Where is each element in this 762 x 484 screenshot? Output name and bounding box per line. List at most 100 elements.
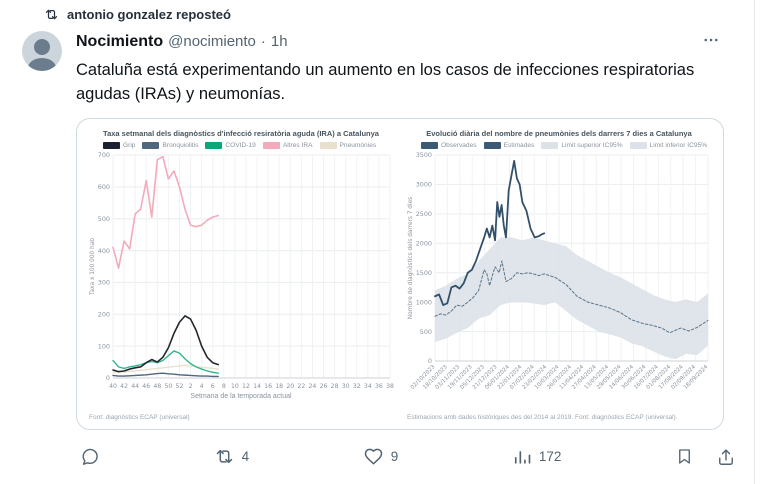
legend-item: Altres IRA [262,142,313,149]
legend-label: Altres IRA [282,142,313,149]
legend-label: Limit inferior IC95% [649,142,708,149]
svg-text:300: 300 [98,279,110,287]
legend-swatch [103,142,120,149]
column-divider [754,0,755,484]
svg-text:Taxa x 100 000 hab: Taxa x 100 000 hab [90,238,96,296]
like-button[interactable]: 9 [363,446,399,467]
repost-icon [44,7,59,22]
retweet-icon [216,449,232,464]
repost-count: 4 [241,449,250,464]
legend-item: Bronquiolitis [142,142,198,149]
author-row: Nocimiento @nocimiento · 1h [76,33,288,51]
reply-icon [82,448,98,465]
legend-swatch [541,142,559,149]
legend-item: Limit superior IC95% [541,142,623,149]
legend-label: Estimades [503,142,535,149]
svg-text:16: 16 [264,383,272,390]
svg-text:46: 46 [142,383,150,390]
author-name[interactable]: Nocimiento [76,33,164,50]
media-card[interactable]: Taxa setmanal dels diagnòstics d'infecci… [76,118,724,430]
more-icon [704,38,718,42]
svg-text:44: 44 [131,383,139,390]
avatar[interactable] [22,31,62,71]
repost-banner-text: antonio gonzalez reposteó [67,7,231,22]
like-count: 9 [390,449,399,464]
chart-right-footer: Estimacions amb dades històriques des de… [407,414,678,421]
analytics-bars-icon [514,450,531,464]
repost-banner[interactable]: antonio gonzalez reposteó [44,7,231,22]
svg-text:12: 12 [242,383,250,390]
reply-button[interactable] [80,447,100,467]
share-icon [719,448,733,465]
more-button[interactable] [698,30,724,50]
svg-text:200: 200 [98,310,110,318]
legend-label: Pneumònies [339,142,377,149]
legend-item: Estimades [483,142,535,149]
svg-text:6: 6 [211,383,215,390]
legend-swatch [319,142,337,149]
svg-text:100: 100 [98,342,110,350]
chart-left-legend: Grip Bronquiolitis COVID-19 Altres IRA Pneum… [103,142,395,149]
timestamp[interactable]: 1h [270,33,288,50]
svg-text:50: 50 [164,383,172,390]
svg-text:3000: 3000 [416,181,432,189]
legend-label: Limit superior IC95% [561,142,623,149]
svg-text:2500: 2500 [416,210,432,218]
svg-text:3500: 3500 [416,151,432,159]
views-button[interactable]: 172 [512,447,561,467]
svg-text:22: 22 [297,383,305,390]
legend-swatch [629,142,647,149]
legend-item: COVID-19 [205,142,256,149]
action-bar: 4 9 172 [80,446,736,467]
legend-item: Limit inferior IC95% [629,142,708,149]
bookmark-button[interactable] [675,447,694,466]
svg-text:500: 500 [98,215,110,223]
legend-swatch [142,142,160,149]
tweet-text: Cataluña está experimentando un aumento … [76,61,695,103]
chart-right: Evolució diària del nombre de pneumònies… [405,127,713,421]
action-right-group [675,447,736,467]
author-handle[interactable]: @nocimiento [168,33,256,50]
chart-right-legend: Observades Estimades Limit superior IC95% L… [421,142,713,149]
svg-text:400: 400 [98,247,110,255]
legend-item: Pneumònies [319,142,377,149]
legend-swatch [421,142,438,149]
svg-text:24: 24 [309,383,317,390]
legend-label: Bronquiolitis [162,142,199,149]
svg-text:700: 700 [98,151,110,159]
svg-text:26: 26 [320,383,328,390]
svg-text:0: 0 [106,374,110,382]
legend-label: Observades [441,142,477,149]
svg-text:8: 8 [222,383,226,390]
svg-text:2: 2 [189,383,193,390]
chart-left: Taxa setmanal dels diagnòstics d'infecci… [87,127,395,421]
dot-separator: · [260,33,266,50]
chart-right-canvas: 050010001500200025003000350002/10/202318… [407,151,710,391]
svg-text:28: 28 [331,383,339,390]
legend-swatch [262,142,280,149]
legend-swatch [483,142,501,149]
chart-left-footer: Font: diagnòstics ECAP (universal) [89,414,190,421]
svg-text:2000: 2000 [416,239,432,247]
bookmark-icon [679,449,690,464]
svg-text:1500: 1500 [416,269,432,277]
svg-text:Nombre de diagnòstics dels dar: Nombre de diagnòstics dels darrers 7 die… [407,197,414,319]
svg-text:500: 500 [420,328,432,336]
repost-button[interactable]: 4 [214,446,250,467]
legend-item: Observades [421,142,477,149]
share-button[interactable] [716,447,736,467]
svg-text:48: 48 [153,383,161,390]
svg-text:10: 10 [231,383,239,390]
svg-text:20: 20 [286,383,294,390]
svg-text:34: 34 [364,383,372,390]
chart-left-xlabel: Setmana de la temporada actual [190,393,292,400]
legend-label: Grip [123,142,136,149]
svg-text:40: 40 [109,383,117,390]
svg-text:1000: 1000 [416,298,432,306]
heart-icon [364,448,383,465]
chart-left-title: Taxa setmanal dels diagnòstics d'infecci… [103,129,379,138]
chart-right-title: Evolució diària del nombre de pneumònies… [426,129,692,138]
svg-text:36: 36 [375,383,383,390]
legend-swatch [205,142,223,149]
